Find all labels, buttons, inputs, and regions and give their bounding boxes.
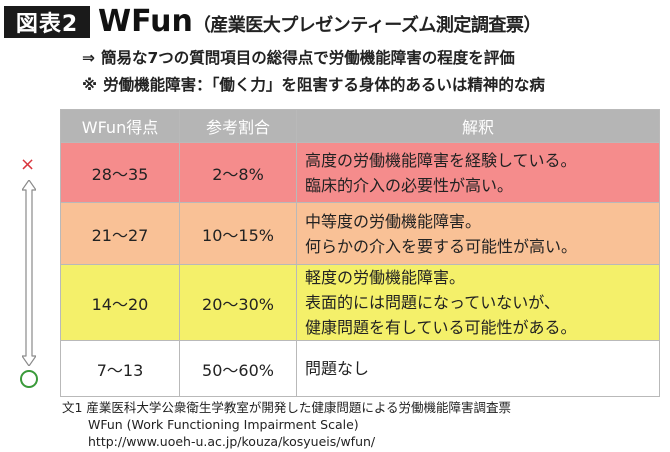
- title-subtitle: （産業医大プレゼンティーズム測定調査票）: [192, 15, 542, 36]
- figure-title: WFun（産業医大プレゼンティーズム測定調査票）: [98, 4, 541, 39]
- reference-mark-icon: ※: [82, 76, 98, 94]
- note-evaluation: ⇒ 簡易な7つの質問項目の総得点で労働機能障害の程度を評価: [82, 46, 515, 68]
- header-ratio: 参考割合: [179, 109, 297, 143]
- interpretation-line: 軽度の労働機能障害。: [305, 268, 466, 287]
- ratio-cell: 10〜15%: [179, 202, 297, 265]
- note-text: 労働機能障害：「働く力」を阻害する身体的あるいは精神的な病: [103, 76, 545, 94]
- title-main: WFun: [98, 4, 193, 39]
- table-row: 14〜20 20〜30% 軽度の労働機能障害。 表面的には問題になっていないが、…: [60, 264, 660, 341]
- header-interpretation: 解釈: [296, 109, 660, 143]
- table-row: 21〜27 10〜15% 中等度の労働機能障害。 何らかの介入を要する可能性が高…: [60, 202, 660, 265]
- risk-scale: ×: [17, 156, 41, 388]
- note-text: 簡易な7つの質問項目の総得点で労働機能障害の程度を評価: [101, 49, 515, 67]
- cross-icon: ×: [20, 154, 36, 175]
- interpretation-line: 問題なし: [305, 359, 370, 378]
- score-cell: 14〜20: [60, 264, 180, 341]
- interpretation-line: 表面的には問題になっていないが、: [305, 293, 560, 312]
- interpretation-line: 中等度の労働機能障害。: [305, 211, 482, 231]
- figure-label: 図表2: [4, 6, 90, 38]
- interpretation-cell: 軽度の労働機能障害。 表面的には問題になっていないが、 健康問題を有している可能…: [296, 264, 660, 341]
- score-cell: 7〜13: [60, 340, 180, 397]
- interpretation-cell: 高度の労働機能障害を経験している。 臨床的介入の必要性が高い。: [296, 142, 660, 203]
- note-definition: ※ 労働機能障害：「働く力」を阻害する身体的あるいは精神的な病: [82, 73, 545, 95]
- interpretation-line: 健康問題を有している可能性がある。: [305, 318, 577, 337]
- wfun-table: WFun得点 参考割合 解釈 28〜35 2〜8% 高度の労働機能障害を経験して…: [60, 109, 660, 397]
- source-line: WFun (Work Functioning Impairment Scale): [88, 417, 359, 432]
- table-header-row: WFun得点 参考割合 解釈: [60, 109, 660, 143]
- score-cell: 21〜27: [60, 202, 180, 265]
- arrow-right-icon: ⇒: [82, 49, 95, 67]
- source-line: 文1 産業医科大学公衆衛生学教室が開発した健康問題による労働機能障害調査票: [62, 400, 512, 415]
- interpretation-line: 高度の労働機能障害を経験している。: [305, 150, 577, 170]
- interpretation-line: 何らかの介入を要する可能性が高い。: [305, 236, 578, 256]
- double-arrow-icon: [22, 180, 36, 366]
- source-citation: 文1 産業医科大学公衆衛生学教室が開発した健康問題による労働機能障害調査票 WF…: [62, 399, 511, 450]
- interpretation-line: 臨床的介入の必要性が高い。: [305, 175, 514, 195]
- table-row: 7〜13 50〜60% 問題なし: [60, 340, 660, 397]
- circle-icon: [20, 370, 38, 388]
- ratio-cell: 50〜60%: [179, 340, 297, 397]
- interpretation-cell: 問題なし: [296, 340, 660, 397]
- interpretation-cell: 中等度の労働機能障害。 何らかの介入を要する可能性が高い。: [296, 202, 660, 265]
- ratio-cell: 2〜8%: [179, 142, 297, 203]
- score-cell: 28〜35: [60, 142, 180, 203]
- header-score: WFun得点: [60, 109, 180, 143]
- source-url: http://www.uoeh-u.ac.jp/kouza/kosyueis/w…: [88, 434, 376, 449]
- table-row: 28〜35 2〜8% 高度の労働機能障害を経験している。 臨床的介入の必要性が高…: [60, 142, 660, 203]
- ratio-cell: 20〜30%: [179, 264, 297, 341]
